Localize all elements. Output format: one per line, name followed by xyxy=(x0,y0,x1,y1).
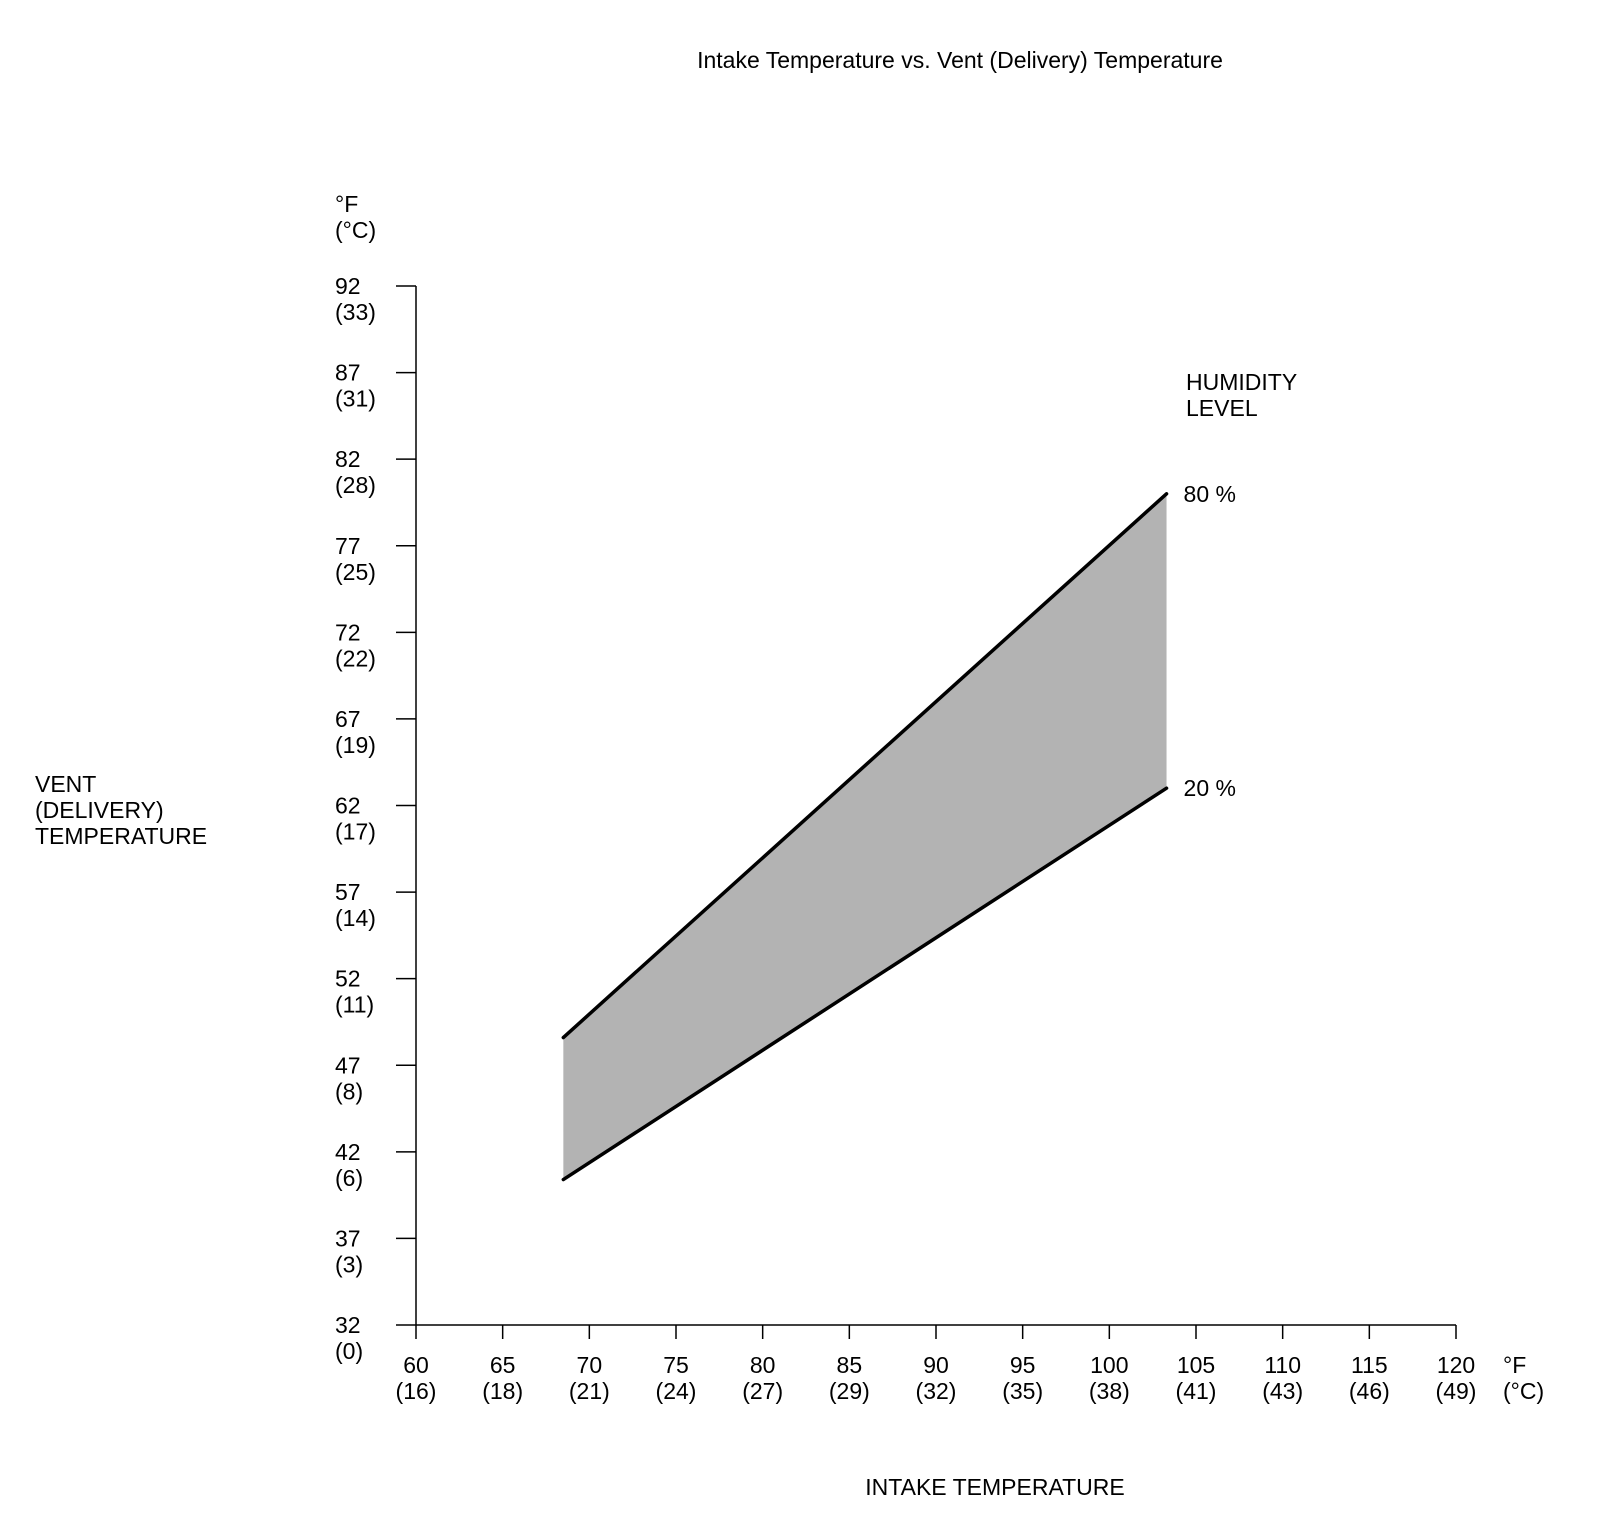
x-tick-label: 110 xyxy=(1264,1352,1301,1378)
x-tick-label: 120 xyxy=(1437,1352,1475,1378)
x-tick-label-celsius: (35) xyxy=(1002,1378,1043,1404)
legend-title: HUMIDITY LEVEL xyxy=(1186,369,1297,421)
x-tick-label: 105 xyxy=(1177,1352,1215,1378)
y-tick-label-celsius: (6) xyxy=(335,1165,363,1191)
plot-area: 80 % 20 % xyxy=(561,481,1236,1182)
y-tick-label-celsius: (22) xyxy=(335,645,376,671)
x-tick-label-celsius: (38) xyxy=(1089,1378,1130,1404)
y-tick-label-celsius: (17) xyxy=(335,819,376,845)
x-tick-label-celsius: (49) xyxy=(1436,1378,1477,1404)
x-tick-label: 60 xyxy=(403,1352,429,1378)
y-unit-f: °F xyxy=(335,191,358,217)
y-tick-label: 32 xyxy=(335,1312,361,1338)
y-axis-label-line-1: VENT xyxy=(35,771,96,797)
x-tick-label-celsius: (29) xyxy=(829,1378,870,1404)
y-tick-label: 47 xyxy=(335,1052,361,1078)
y-axis-label: VENT (DELIVERY) TEMPERATURE xyxy=(35,771,207,849)
y-tick-label: 42 xyxy=(335,1139,361,1165)
y-tick-label: 77 xyxy=(335,533,361,559)
y-tick-label-celsius: (33) xyxy=(335,299,376,325)
x-tick-label: 100 xyxy=(1090,1352,1128,1378)
y-tick-label-celsius: (31) xyxy=(335,386,376,412)
y-unit-c: (°C) xyxy=(335,217,376,243)
x-tick-label-celsius: (18) xyxy=(482,1378,523,1404)
y-tick-label: 67 xyxy=(335,706,361,732)
y-tick-label-celsius: (8) xyxy=(335,1078,363,1104)
x-tick-label: 75 xyxy=(663,1352,689,1378)
x-tick-label: 80 xyxy=(750,1352,776,1378)
x-tick-label-celsius: (24) xyxy=(656,1378,697,1404)
x-unit: °F (°C) xyxy=(1503,1352,1544,1404)
y-tick-label-celsius: (11) xyxy=(335,992,374,1018)
series-label-80: 80 % xyxy=(1184,481,1236,507)
x-tick-label: 90 xyxy=(923,1352,949,1378)
x-unit-c: (°C) xyxy=(1503,1378,1544,1404)
y-tick-label: 52 xyxy=(335,966,361,992)
x-unit-f: °F xyxy=(1503,1352,1526,1378)
x-tick-label: 95 xyxy=(1010,1352,1036,1378)
y-tick-label-celsius: (0) xyxy=(335,1338,363,1364)
y-tick-label-celsius: (3) xyxy=(335,1251,363,1277)
y-tick-label-celsius: (25) xyxy=(335,559,376,585)
y-tick-label: 87 xyxy=(335,360,361,386)
chart-title: Intake Temperature vs. Vent (Delivery) T… xyxy=(697,47,1223,73)
y-tick-label: 62 xyxy=(335,793,361,819)
y-tick-label: 37 xyxy=(335,1225,361,1251)
x-tick-label-celsius: (43) xyxy=(1262,1378,1303,1404)
x-tick-label: 115 xyxy=(1351,1352,1388,1378)
x-tick-label-celsius: (41) xyxy=(1176,1378,1217,1404)
humidity-band xyxy=(563,493,1167,1180)
x-tick-label-celsius: (16) xyxy=(396,1378,437,1404)
series-label-20: 20 % xyxy=(1184,775,1236,801)
x-tick-label-celsius: (21) xyxy=(569,1378,610,1404)
x-tick-label-celsius: (46) xyxy=(1349,1378,1390,1404)
legend-title-line-2: LEVEL xyxy=(1186,395,1258,421)
x-tick-label: 85 xyxy=(837,1352,863,1378)
legend-title-line-1: HUMIDITY xyxy=(1186,369,1297,395)
series-line-20 xyxy=(561,786,1169,1182)
x-tick-label-celsius: (27) xyxy=(742,1378,783,1404)
y-tick-label: 92 xyxy=(335,273,361,299)
x-tick-label: 65 xyxy=(490,1352,516,1378)
y-tick-label-celsius: (28) xyxy=(335,472,376,498)
y-axis-label-line-2: (DELIVERY) xyxy=(35,797,164,823)
y-tick-label: 82 xyxy=(335,446,361,472)
y-unit: °F (°C) xyxy=(335,191,376,243)
x-axis-label: INTAKE TEMPERATURE xyxy=(865,1474,1124,1500)
series-line-80 xyxy=(561,492,1169,1040)
y-axis-label-line-3: TEMPERATURE xyxy=(35,823,207,849)
x-tick-label: 70 xyxy=(577,1352,603,1378)
y-tick-label: 57 xyxy=(335,879,361,905)
y-tick-label: 72 xyxy=(335,619,361,645)
y-tick-label-celsius: (14) xyxy=(335,905,376,931)
x-tick-label-celsius: (32) xyxy=(916,1378,957,1404)
axes: 92(33)87(31)82(28)77(25)72(22)67(19)62(1… xyxy=(335,273,1476,1404)
y-tick-label-celsius: (19) xyxy=(335,732,376,758)
